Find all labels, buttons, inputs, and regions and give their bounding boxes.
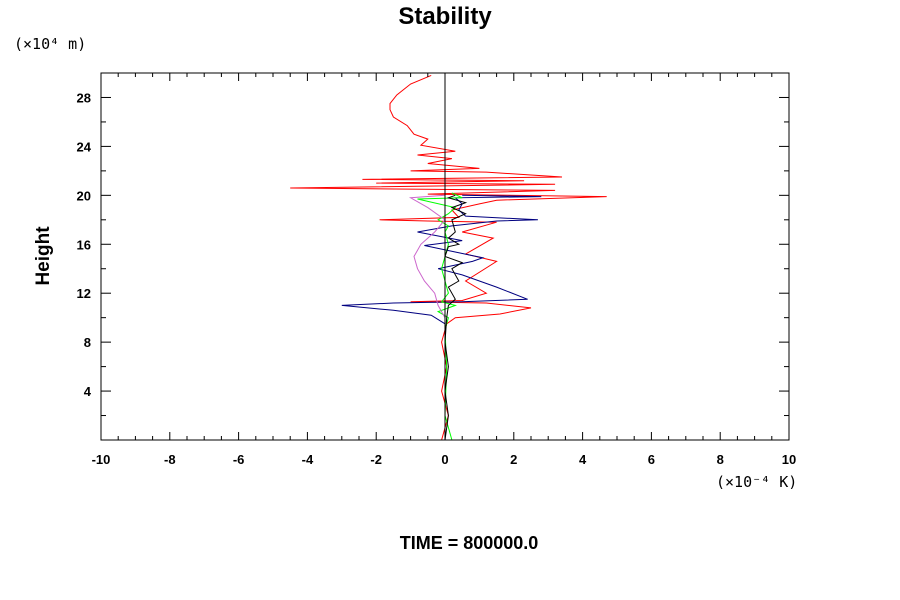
series-red-line xyxy=(290,74,607,441)
x-tick-label: 0 xyxy=(441,452,448,467)
y-axis-label: Height xyxy=(33,226,54,286)
x-tick-label: -2 xyxy=(370,452,382,467)
x-tick-label: 10 xyxy=(782,452,796,467)
x-tick-label: 8 xyxy=(717,452,724,467)
y-tick-label: 20 xyxy=(77,188,91,203)
y-tick-label: 8 xyxy=(84,335,91,350)
chart-title: Stability xyxy=(398,3,492,30)
x-tick-label: 6 xyxy=(648,452,655,467)
series-violet-line xyxy=(408,194,446,318)
y-tick-label: 16 xyxy=(77,237,91,252)
x-tick-label: -6 xyxy=(233,452,245,467)
x-tick-label: 4 xyxy=(579,452,587,467)
y-tick-label: 28 xyxy=(77,90,91,105)
x-tick-label: -8 xyxy=(164,452,176,467)
y-tick-label: 24 xyxy=(77,139,92,154)
series-green-line xyxy=(417,192,463,441)
y-tick-label: 4 xyxy=(84,384,92,399)
plot-frame xyxy=(100,72,790,441)
series-navy-line xyxy=(341,194,542,440)
series-black-line xyxy=(444,194,468,441)
y-axis-unit: (×10⁴ m) xyxy=(14,35,86,53)
y-tick-label: 12 xyxy=(77,286,91,301)
series-layer xyxy=(290,74,607,441)
x-axis-unit: (×10⁻⁴ K) xyxy=(716,473,797,491)
x-tick-label: -4 xyxy=(302,452,314,467)
x-tick-label: -10 xyxy=(92,452,111,467)
time-footer: TIME = 800000.0 xyxy=(400,533,539,553)
x-tick-label: 2 xyxy=(510,452,517,467)
